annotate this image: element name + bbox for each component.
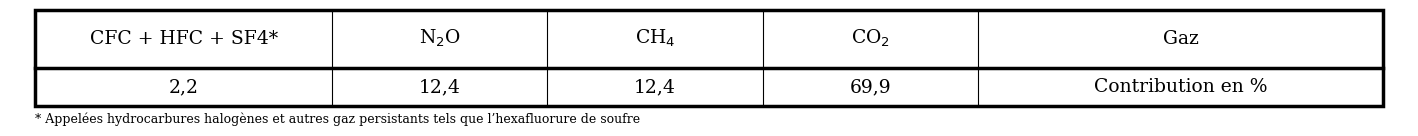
- Text: CFC + HFC + SF4*: CFC + HFC + SF4*: [89, 30, 278, 48]
- Text: 69,9: 69,9: [849, 78, 892, 96]
- Text: 12,4: 12,4: [418, 78, 461, 96]
- Text: CO$_2$: CO$_2$: [851, 28, 891, 49]
- Text: CH$_4$: CH$_4$: [635, 28, 675, 49]
- Text: Contribution en %: Contribution en %: [1093, 78, 1268, 96]
- Text: N$_2$O: N$_2$O: [418, 28, 461, 49]
- Text: * Appelées hydrocarbures halogènes et autres gaz persistants tels que l’hexafluo: * Appelées hydrocarbures halogènes et au…: [35, 113, 641, 126]
- Bar: [35, 10, 1383, 106]
- Text: Gaz: Gaz: [1163, 30, 1198, 48]
- Text: 2,2: 2,2: [169, 78, 199, 96]
- Text: 12,4: 12,4: [634, 78, 676, 96]
